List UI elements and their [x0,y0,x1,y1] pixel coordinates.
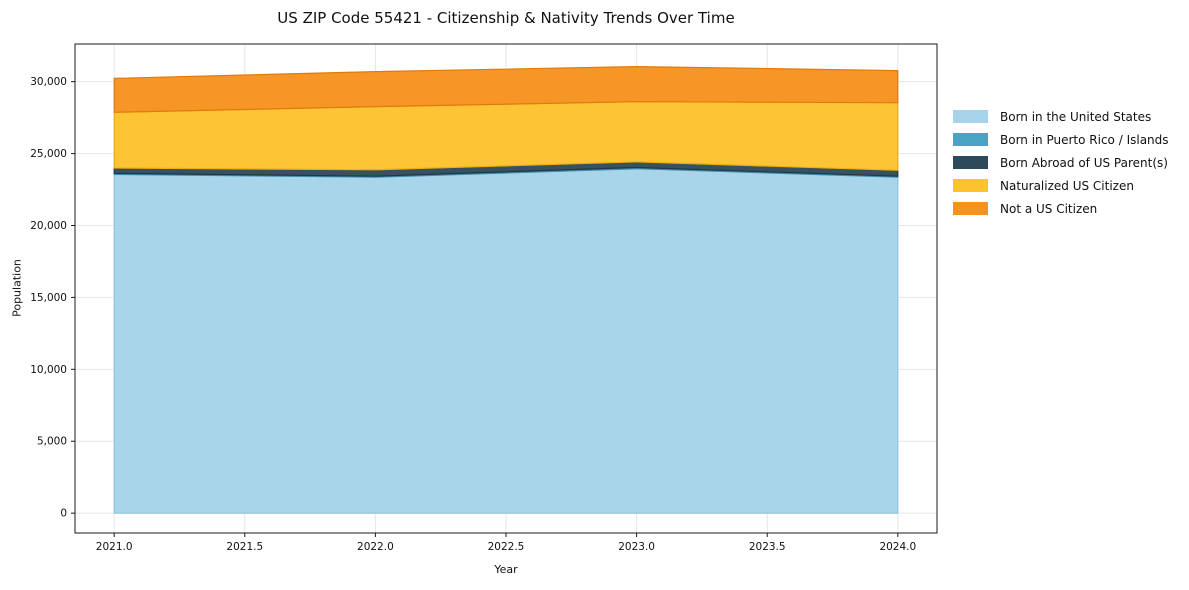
legend-label: Naturalized US Citizen [1000,178,1134,193]
y-tick-label: 25,000 [30,148,67,160]
x-tick-label: 2021.5 [226,541,263,553]
x-tick-label: 2022.5 [488,541,525,553]
y-tick-label: 30,000 [30,76,67,88]
legend-label: Born Abroad of US Parent(s) [1000,155,1168,170]
area-series [113,168,899,514]
y-tick-label: 10,000 [30,364,67,376]
legend-label: Born in Puerto Rico / Islands [1000,132,1169,147]
legend-label: Born in the United States [1000,109,1152,124]
x-tick-label: 2022.0 [357,541,394,553]
x-tick-label: 2021.0 [96,541,133,553]
legend-label: Not a US Citizen [1000,201,1098,216]
y-tick-label: 0 [60,508,67,520]
legend-swatch [953,179,988,192]
legend-swatch [953,110,988,123]
legend-item: Naturalized US Citizen [953,178,1169,193]
area-series [113,66,899,113]
legend-swatch [953,133,988,146]
legend-swatch [953,202,988,215]
legend-item: Born in Puerto Rico / Islands [953,132,1169,147]
x-tick-label: 2023.0 [618,541,655,553]
chart-title: US ZIP Code 55421 - Citizenship & Nativi… [277,9,735,27]
legend-item: Not a US Citizen [953,201,1169,216]
x-tick-label: 2023.5 [749,541,786,553]
area-series [113,101,899,171]
y-tick-label: 15,000 [30,292,67,304]
y-tick-label: 20,000 [30,220,67,232]
y-tick-label: 5,000 [37,436,67,448]
legend-item: Born Abroad of US Parent(s) [953,155,1169,170]
x-axis-label: Year [494,563,518,576]
legend: Born in the United States Born in Puerto … [953,110,1169,225]
x-tick-label: 2024.0 [879,541,916,553]
legend-swatch [953,156,988,169]
legend-item: Born in the United States [953,109,1169,124]
